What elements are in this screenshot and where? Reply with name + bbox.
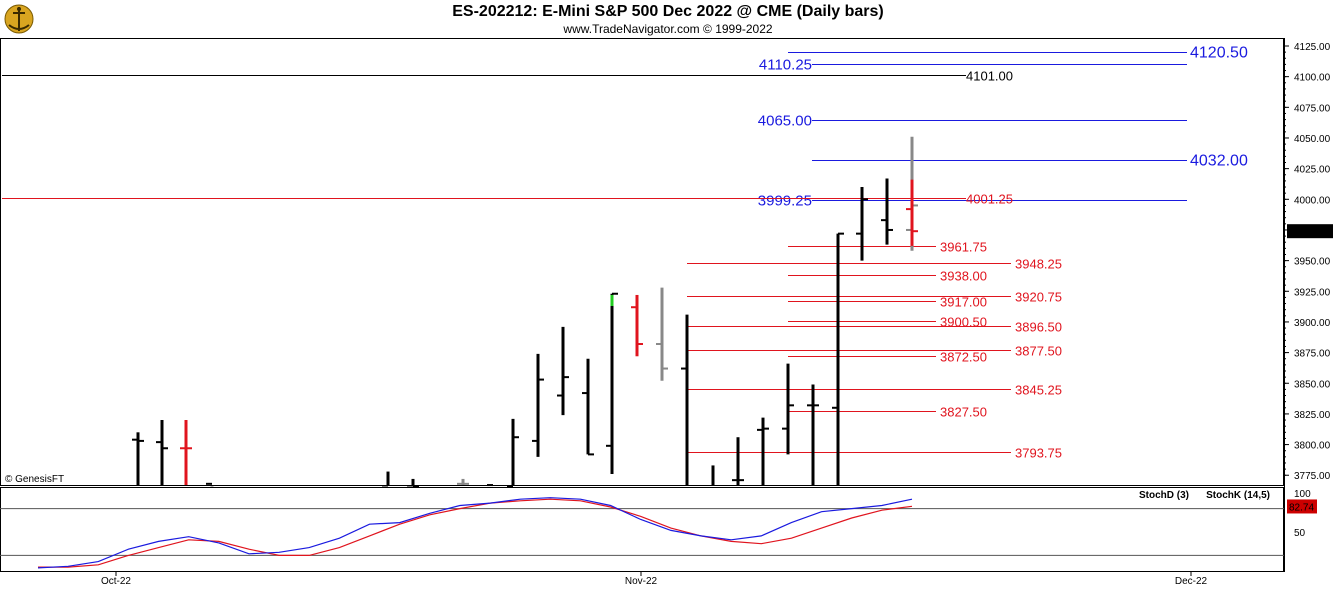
ohlc-bar-11	[582, 358, 594, 456]
chart-title: ES-202212: E-Mini S&P 500 Dec 2022 @ CME…	[452, 3, 884, 20]
ohlc-bar-17	[732, 437, 744, 485]
genesis-watermark: © GenesisFT	[5, 474, 65, 485]
y-tick-label-12: 3825.00	[1294, 410, 1331, 421]
stochastic-panel: StochD (3) StochK (14,5)	[0, 487, 1284, 572]
level-label-6: 4001.25	[966, 192, 1013, 207]
y-tick-label-11: 3850.00	[1294, 379, 1331, 390]
price-axis: 4125.00 4100.00 4075.00 4050.00 4025.00 4000.…	[101, 38, 1333, 587]
y-tick-label-1: 4100.00	[1294, 73, 1331, 84]
y-tick-label-9: 3900.00	[1294, 318, 1331, 329]
level-label-8: 3948.25	[1015, 257, 1062, 272]
last-price-box	[1287, 224, 1333, 239]
stoch-d-legend: StochD (3)	[1139, 490, 1189, 501]
y-tick-label-10: 3875.00	[1294, 349, 1331, 360]
level-label-10: 3920.75	[1015, 290, 1062, 305]
chart-header: ES-202212: E-Mini S&P 500 Dec 2022 @ CME…	[0, 0, 1336, 38]
level-label-2: 4101.00	[966, 69, 1013, 84]
y-tick-label-13: 3800.00	[1294, 441, 1331, 452]
level-label-16: 3845.25	[1015, 383, 1062, 398]
ohlc-bar-9	[532, 353, 544, 457]
ohlc-bar-8	[507, 418, 519, 488]
level-label-15: 3872.50	[940, 350, 987, 365]
ohlc-bar-22	[856, 187, 868, 261]
last-price-label: 3974.00	[1289, 227, 1326, 238]
price-panel: 4120.50 4110.25 4101.00 4065.00 4032.00 3999.…	[0, 38, 1284, 492]
stoch-frame	[0, 487, 1284, 572]
level-label-9: 3938.00	[940, 269, 987, 284]
ohlc-bar-0	[132, 432, 144, 485]
stoch-series-1	[37, 497, 913, 569]
level-label-1: 4110.25	[759, 57, 812, 74]
stoch-value-box	[1287, 499, 1317, 514]
chart-subtitle: www.TradeNavigator.com © 1999-2022	[563, 22, 773, 36]
y-tick-label-8: 3925.00	[1294, 287, 1331, 298]
level-label-18: 3793.75	[1015, 446, 1062, 461]
level-label-17: 3827.50	[940, 405, 987, 420]
ohlc-bar-21	[832, 232, 844, 485]
level-label-5: 3999.25	[758, 193, 812, 210]
y-tick-label-4: 4025.00	[1294, 165, 1331, 176]
level-label-3: 4065.00	[758, 113, 812, 130]
stoch-value-label: 82.74	[1289, 502, 1314, 513]
stoch-tick-label-0: 100	[1294, 489, 1311, 500]
ohlc-bar-18	[757, 417, 769, 485]
ohlc-bar-25	[906, 179, 918, 246]
y-tick-label-5: 4000.00	[1294, 195, 1331, 206]
ohlc-bar-10	[557, 326, 569, 416]
ohlc-bar-23	[881, 178, 893, 245]
y-tick-label-7: 3950.00	[1294, 257, 1331, 268]
y-tick-label-14: 3775.00	[1294, 471, 1331, 482]
stoch-k-legend: StochK (14,5)	[1206, 490, 1270, 501]
level-label-11: 3917.00	[940, 295, 987, 310]
ohlc-bar-2	[180, 420, 192, 485]
x-tick-label-0: Oct-22	[101, 576, 131, 587]
ohlc-bar-19	[782, 363, 794, 455]
ohlc-bar-12	[606, 292, 618, 475]
stoch-series-0	[38, 498, 913, 568]
ohlc-bar-20	[807, 384, 819, 485]
x-tick-label-1: Nov-22	[625, 576, 658, 587]
x-tick-label-2: Dec-22	[1175, 576, 1208, 587]
level-label-4: 4032.00	[1190, 153, 1248, 170]
level-label-12: 3900.50	[940, 315, 987, 330]
price-frame	[0, 38, 1284, 486]
ohlc-bar-6	[457, 478, 469, 485]
ohlc-bar-14	[656, 287, 668, 381]
stoch-tick-label-1: 50	[1294, 528, 1306, 539]
trade-navigator-logo	[3, 3, 35, 35]
level-label-0: 4120.50	[1190, 45, 1248, 62]
level-label-14: 3877.50	[1015, 344, 1062, 359]
level-label-7: 3961.75	[940, 240, 987, 255]
y-tick-label-0: 4125.00	[1294, 42, 1331, 53]
y-tick-label-2: 4075.00	[1294, 103, 1331, 114]
ohlc-bar-13	[631, 294, 643, 357]
ohlc-bar-1	[156, 420, 168, 485]
y-tick-label-3: 4050.00	[1294, 134, 1331, 145]
level-label-13: 3896.50	[1015, 320, 1062, 335]
